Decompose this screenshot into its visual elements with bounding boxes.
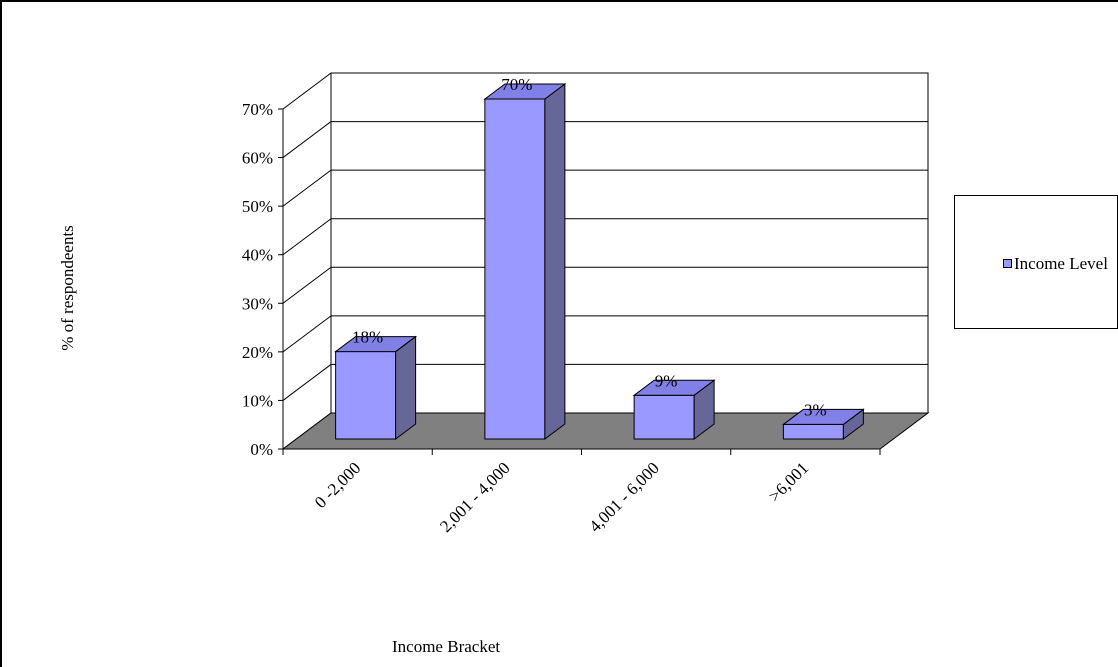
gridline-side [282, 169, 332, 207]
back-wall [330, 72, 929, 413]
bar-side [544, 83, 566, 440]
x-tick-label: 4,001 - 6,000 [585, 458, 663, 536]
x-axis-title: Income Bracket [392, 637, 501, 656]
data-label: 18% [352, 328, 383, 347]
y-tick-label: 70% [242, 100, 273, 119]
axes [278, 108, 881, 455]
legend-label: Income Level [1014, 254, 1108, 273]
y-tick-label: 40% [242, 246, 273, 265]
bar [781, 408, 865, 440]
bar-front [782, 423, 844, 440]
data-label: 9% [655, 371, 678, 390]
gridline-side [282, 315, 332, 353]
gridline-side [282, 266, 332, 304]
gridline-side [282, 218, 332, 256]
legend-swatch [1003, 259, 1012, 268]
bar-front [335, 351, 397, 440]
y-tick-label: 0% [250, 440, 273, 459]
x-tick-label: 2,001 - 4,000 [436, 458, 514, 536]
bar-front [633, 394, 695, 440]
bar-top [781, 408, 865, 425]
data-labels: 18% 70% 9% 3% [352, 75, 827, 419]
gridline-side [282, 364, 332, 401]
y-axis-title: % of respondeents [58, 225, 77, 351]
bar-front [484, 98, 546, 440]
bar-top [632, 379, 716, 396]
bars [334, 83, 865, 440]
y-tick-label: 10% [242, 391, 273, 410]
y-tick-label: 60% [242, 149, 273, 168]
legend [954, 195, 1118, 329]
y-tick-label: 20% [242, 343, 273, 362]
bar [483, 83, 567, 440]
gridline-side [282, 121, 332, 158]
x-tick-label: >6,001 [765, 458, 812, 505]
y-tick-label: 50% [242, 197, 273, 216]
bar [334, 335, 418, 440]
gridline-side [282, 72, 332, 110]
data-label: 70% [501, 75, 532, 94]
bar-side [395, 335, 417, 440]
data-label: 3% [804, 400, 827, 419]
x-tick-label: 0 -2,000 [311, 458, 365, 512]
bar-top [334, 336, 418, 353]
y-tick-label: 30% [242, 294, 273, 313]
bar [632, 379, 716, 440]
bar-top [483, 83, 567, 100]
gridlines [282, 72, 928, 450]
